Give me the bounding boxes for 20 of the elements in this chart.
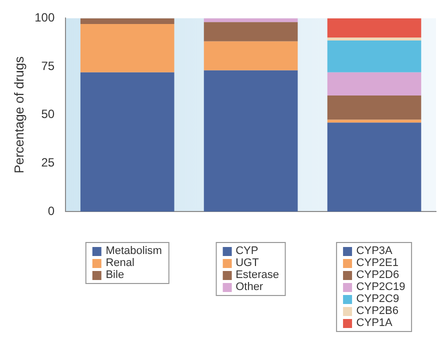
legend-label: Other: [236, 281, 264, 293]
legend-label: CYP2B6: [356, 305, 399, 317]
y-axis-title: Percentage of drugs: [11, 56, 26, 174]
legend-label: CYP2D6: [356, 269, 400, 281]
legend-label: CYP3A: [356, 245, 392, 257]
legend-label: CYP2E1: [356, 257, 399, 269]
legend-label: Bile: [106, 269, 124, 281]
legend-label: Esterase: [236, 269, 280, 281]
y-tick-label: 0: [48, 204, 55, 218]
legend-label: Metabolism: [106, 245, 162, 257]
legend-label: CYP2C9: [356, 293, 400, 305]
legend-label: Renal: [106, 257, 134, 269]
y-tick-label: 75: [41, 58, 55, 73]
y-tick-label: 25: [41, 156, 55, 170]
y-tick-label: 100: [34, 10, 55, 25]
legend-label: CYP2C19: [356, 281, 406, 293]
legend-label: CYP1A: [356, 317, 392, 329]
y-tick-label: 50: [41, 107, 55, 122]
legend-label: UGT: [236, 257, 259, 269]
legend-label: CYP: [236, 245, 258, 257]
